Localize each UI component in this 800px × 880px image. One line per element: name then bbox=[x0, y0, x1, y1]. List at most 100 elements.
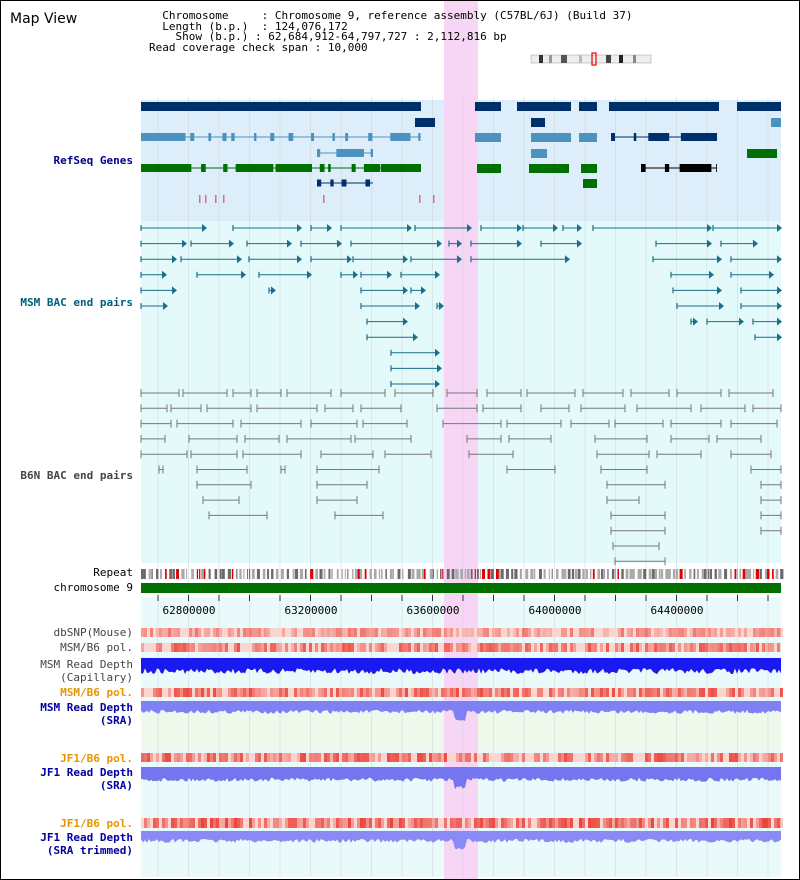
span-row: Read coverage check span : 10,000 bbox=[149, 40, 368, 54]
exon bbox=[408, 164, 421, 172]
heat-cell bbox=[465, 643, 468, 652]
heat-cell bbox=[333, 753, 336, 762]
heat-cell bbox=[708, 643, 711, 652]
heat-cell bbox=[510, 753, 513, 762]
heat-cell bbox=[153, 818, 156, 828]
heat-cell bbox=[474, 753, 477, 762]
heat-cell bbox=[765, 688, 768, 697]
heat-cell bbox=[189, 688, 192, 697]
repeat-mark bbox=[592, 569, 595, 579]
heat-cell bbox=[207, 628, 210, 637]
heat-cell bbox=[480, 628, 483, 637]
repeat-mark bbox=[607, 569, 609, 579]
heat-cell bbox=[780, 818, 783, 828]
heat-cell bbox=[414, 628, 417, 637]
heat-cell bbox=[504, 643, 507, 652]
heat-cell bbox=[165, 753, 168, 762]
heat-cell bbox=[483, 818, 486, 828]
repeat-mark bbox=[328, 569, 331, 579]
repeat-mark bbox=[675, 569, 679, 579]
exon bbox=[663, 133, 667, 141]
repeat-mark bbox=[564, 569, 567, 579]
heat-cell bbox=[684, 628, 687, 637]
dbsnp-label: dbSNP(Mouse) bbox=[53, 626, 133, 639]
exon bbox=[311, 133, 315, 141]
heat-cell bbox=[216, 628, 219, 637]
repeat-mark bbox=[280, 569, 284, 579]
exon bbox=[222, 133, 227, 141]
heat-cell bbox=[360, 818, 363, 828]
chromosome-row: Chromosome : Chromosome 9, reference ass… bbox=[162, 9, 633, 22]
repeat-mark bbox=[227, 569, 232, 579]
exon bbox=[256, 164, 260, 172]
bac-end-arrow bbox=[437, 364, 442, 373]
heat-cell bbox=[189, 818, 192, 828]
heat-cell bbox=[258, 688, 261, 697]
bac-end-arrow bbox=[307, 270, 312, 279]
repeat-mark bbox=[704, 569, 707, 579]
bac-end-arrow bbox=[719, 302, 724, 310]
heat-cell bbox=[579, 628, 582, 637]
repeat-mark bbox=[357, 569, 361, 579]
heat-cell bbox=[213, 628, 216, 637]
heat-cell bbox=[666, 753, 669, 762]
exon bbox=[370, 149, 373, 157]
heat-cell bbox=[705, 628, 708, 637]
heat-cell bbox=[690, 818, 693, 828]
repeat-mark bbox=[397, 569, 401, 579]
heat-cell bbox=[252, 628, 255, 637]
heat-cell bbox=[669, 688, 672, 697]
heat-cell bbox=[576, 688, 579, 697]
heat-cell bbox=[513, 753, 516, 762]
heat-cell bbox=[507, 753, 510, 762]
heat-cell bbox=[366, 818, 369, 828]
repeat-mark bbox=[753, 569, 755, 579]
heat-cell bbox=[696, 628, 699, 637]
gene-block bbox=[737, 102, 781, 111]
repeat-mark bbox=[490, 569, 494, 579]
repeat-mark bbox=[543, 569, 546, 579]
heat-cell bbox=[699, 818, 702, 828]
heat-cell bbox=[495, 688, 498, 697]
heat-cell bbox=[654, 628, 657, 637]
bac-end-arrow bbox=[709, 270, 714, 279]
heat-cell bbox=[429, 628, 432, 637]
heat-cell bbox=[252, 643, 255, 652]
heat-cell bbox=[606, 753, 609, 762]
heat-cell bbox=[144, 628, 147, 637]
heat-cell bbox=[267, 818, 270, 828]
heat-cell bbox=[462, 643, 465, 652]
repeat-mark bbox=[629, 569, 633, 579]
msm-bac-label[interactable]: MSM BAC end pairs bbox=[20, 296, 133, 309]
repeat-label: Repeat bbox=[93, 566, 133, 579]
heat-cell bbox=[258, 818, 261, 828]
heat-cell bbox=[459, 818, 462, 828]
heat-cell bbox=[441, 753, 444, 762]
heat-cell bbox=[177, 628, 180, 637]
heat-cell bbox=[297, 688, 300, 697]
heat-cell bbox=[771, 688, 774, 697]
exon bbox=[345, 133, 349, 141]
heat-cell bbox=[408, 628, 411, 637]
repeat-mark bbox=[498, 569, 501, 579]
heat-cell bbox=[756, 818, 759, 828]
heat-cell bbox=[408, 643, 411, 652]
heat-cell bbox=[327, 643, 330, 652]
heat-cell bbox=[177, 753, 180, 762]
heat-cell bbox=[324, 628, 327, 637]
repeat-mark bbox=[637, 569, 641, 579]
heat-cell bbox=[240, 688, 243, 697]
heat-cell bbox=[501, 643, 504, 652]
refseq-genes-label[interactable]: RefSeq Genes bbox=[53, 154, 133, 167]
heat-cell bbox=[258, 753, 261, 762]
b6n-bac-label[interactable]: B6N BAC end pairs bbox=[20, 469, 133, 482]
heat-cell bbox=[774, 628, 777, 637]
heat-cell bbox=[294, 818, 297, 828]
heat-cell bbox=[489, 818, 492, 828]
heat-cell bbox=[207, 688, 210, 697]
repeat-mark bbox=[611, 569, 615, 579]
heat-cell bbox=[309, 688, 312, 697]
heat-cell bbox=[516, 818, 519, 828]
repeat-mark bbox=[160, 569, 162, 579]
